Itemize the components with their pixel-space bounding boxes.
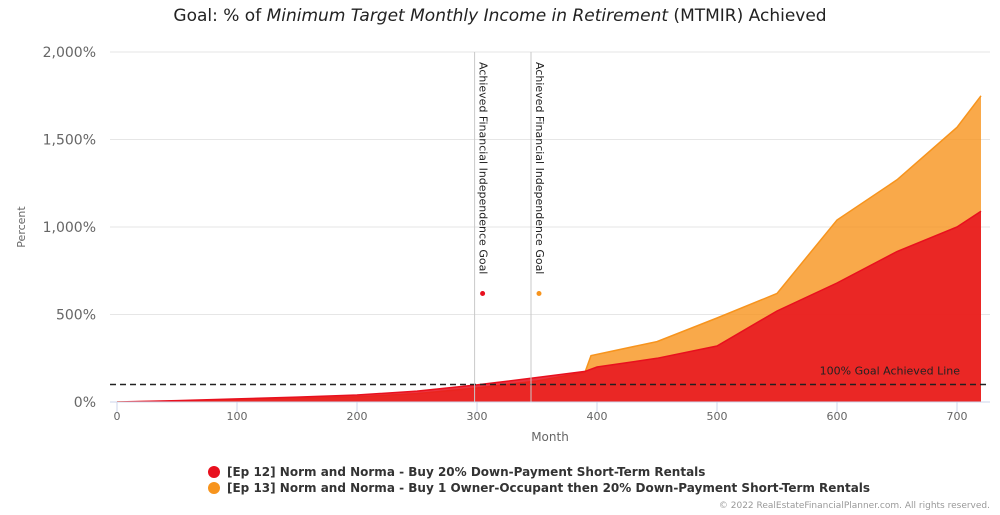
x-tick-label-5: 500 (707, 410, 728, 423)
legend-label-ep13: [Ep 13] Norm and Norma - Buy 1 Owner-Occ… (227, 481, 871, 495)
legend-marker-ep12 (208, 466, 220, 478)
fi-line-label-0: Achieved Financial Independence Goal (477, 62, 490, 274)
fi-marker-0 (480, 291, 486, 296)
y-axis-ticks: 0% 500% 1,000% 1,500% 2,000% (43, 45, 96, 411)
y-tick-label-4: 2,000% (43, 45, 96, 61)
chart-legend: [Ep 12] Norm and Norma - Buy 20% Down-Pa… (208, 464, 870, 496)
series-line-0 (116, 210, 982, 402)
series-area-0 (117, 211, 981, 402)
fi-marker-1 (536, 291, 542, 296)
x-tick-label-3: 300 (467, 410, 488, 423)
x-axis-title: Month (531, 430, 569, 444)
x-axis-ticks: 0 100 200 300 400 500 600 700 (114, 402, 968, 423)
legend-item-ep13[interactable]: [Ep 13] Norm and Norma - Buy 1 Owner-Occ… (208, 480, 870, 496)
y-tick-label-3: 1,500% (43, 133, 96, 149)
y-tick-label-2: 1,000% (43, 220, 96, 236)
x-tick-label-0: 0 (114, 410, 121, 423)
plot-lines: 100% Goal Achieved Line Achieved Financia… (110, 52, 990, 402)
chart-title: Goal: % of Minimum Target Monthly Income… (0, 6, 1000, 26)
x-tick-label-7: 700 (947, 410, 968, 423)
legend-item-ep12[interactable]: [Ep 12] Norm and Norma - Buy 20% Down-Pa… (208, 464, 870, 480)
credits[interactable]: © 2022 RealEstateFinancialPlanner.com. A… (718, 501, 990, 511)
title-emphasis: Minimum Target Monthly Income in Retirem… (266, 6, 669, 26)
x-tick-label-1: 100 (227, 410, 248, 423)
title-suffix: (MTMIR) Achieved (668, 6, 827, 26)
x-tick-label-6: 600 (827, 410, 848, 423)
legend-marker-ep13 (208, 482, 220, 494)
x-tick-label-4: 400 (587, 410, 608, 423)
legend-label-ep12: [Ep 12] Norm and Norma - Buy 20% Down-Pa… (227, 465, 706, 479)
fi-line-label-1: Achieved Financial Independence Goal (533, 62, 546, 274)
x-tick-label-2: 200 (347, 410, 368, 423)
y-tick-label-0: 0% (74, 395, 96, 411)
series-areas (116, 95, 982, 402)
y-axis-title: Percent (15, 206, 28, 248)
goal-line-label: 100% Goal Achieved Line (820, 365, 961, 378)
title-prefix: Goal: % of (173, 6, 267, 26)
y-tick-label-1: 500% (56, 308, 96, 324)
